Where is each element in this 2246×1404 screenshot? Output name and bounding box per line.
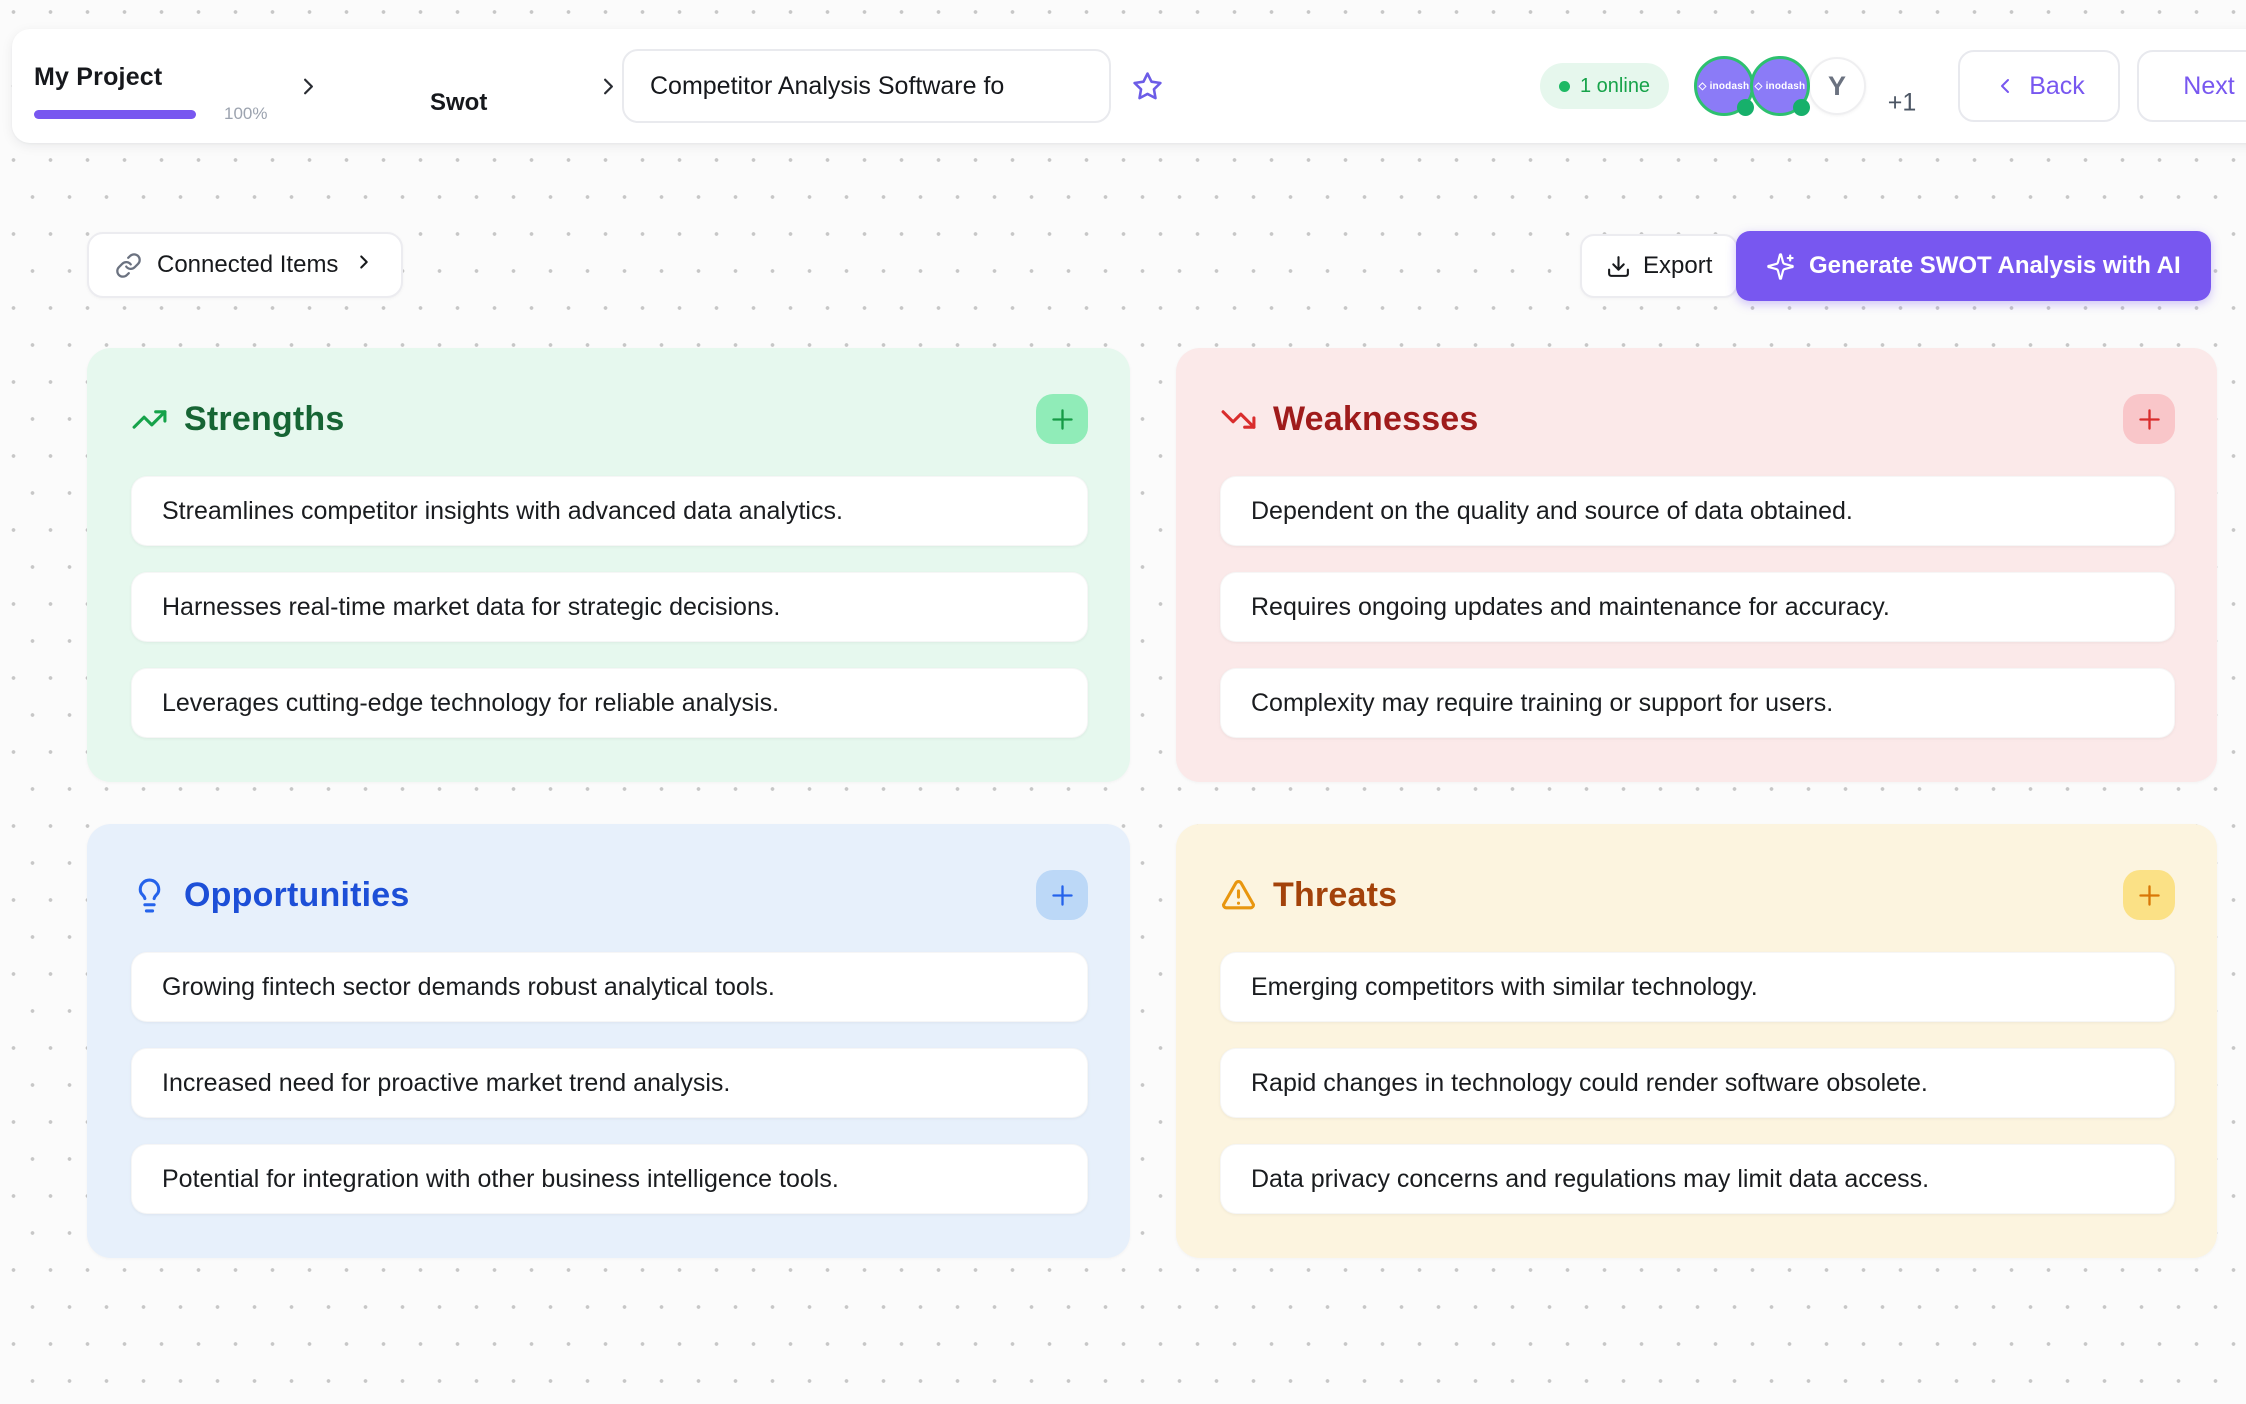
board-title-input[interactable]: Competitor Analysis Software fo bbox=[622, 49, 1111, 123]
add-threat-button[interactable] bbox=[2123, 870, 2175, 920]
lightbulb-icon bbox=[131, 877, 168, 914]
swot-item[interactable]: Complexity may require training or suppo… bbox=[1220, 668, 2175, 738]
generate-label: Generate SWOT Analysis with AI bbox=[1809, 252, 2181, 279]
chevron-right-icon bbox=[595, 73, 622, 105]
chevron-right-icon bbox=[353, 251, 375, 280]
connected-items-label: Connected Items bbox=[157, 251, 339, 278]
plus-icon bbox=[1051, 884, 1073, 906]
alert-triangle-icon bbox=[1220, 877, 1257, 914]
online-dot-icon bbox=[1559, 80, 1570, 92]
quadrant-title-weaknesses: Weaknesses bbox=[1273, 399, 1479, 438]
avatar-user-1[interactable]: ◇ inodash bbox=[1694, 56, 1754, 116]
project-breadcrumb[interactable]: My Project 100% bbox=[34, 63, 267, 124]
sparkles-icon bbox=[1767, 252, 1794, 280]
quadrant-title-strengths: Strengths bbox=[184, 399, 345, 438]
swot-item[interactable]: Harnesses real-time market data for stra… bbox=[131, 572, 1088, 642]
project-name: My Project bbox=[34, 63, 163, 91]
project-progress-bar bbox=[34, 109, 196, 119]
status-dot-icon bbox=[1793, 99, 1810, 116]
next-button[interactable]: Next bbox=[2137, 50, 2246, 122]
generate-swot-ai-button[interactable]: Generate SWOT Analysis with AI bbox=[1736, 231, 2211, 301]
overflow-count[interactable]: +1 bbox=[1887, 88, 1917, 117]
chevron-right-icon bbox=[295, 73, 322, 105]
export-label: Export bbox=[1643, 252, 1713, 279]
swot-item[interactable]: Increased need for proactive market tren… bbox=[131, 1048, 1088, 1118]
opportunities-quadrant: Opportunities Growing fintech sector dem… bbox=[87, 824, 1130, 1258]
swot-item[interactable]: Emerging competitors with similar techno… bbox=[1220, 952, 2175, 1022]
connected-items-button[interactable]: Connected Items bbox=[87, 232, 404, 298]
swot-item[interactable]: Leverages cutting-edge technology for re… bbox=[131, 668, 1088, 738]
link-icon bbox=[115, 252, 142, 279]
online-label: 1 online bbox=[1580, 74, 1651, 97]
swot-item[interactable]: Requires ongoing updates and maintenance… bbox=[1220, 572, 2175, 642]
header-bar: My Project 100% Swot Competitor Analysis… bbox=[12, 29, 2246, 143]
download-icon bbox=[1608, 255, 1629, 277]
star-favorite-icon[interactable] bbox=[1132, 71, 1163, 107]
trending-up-icon bbox=[131, 401, 168, 438]
avatar-logo-label: inodash bbox=[1765, 80, 1806, 92]
plus-icon bbox=[2138, 408, 2160, 430]
diamond-icon: ◇ bbox=[1698, 80, 1707, 92]
avatar-user-2[interactable]: ◇ inodash bbox=[1750, 56, 1810, 116]
back-label: Back bbox=[2029, 71, 2085, 100]
threats-quadrant: Threats Emerging competitors with simila… bbox=[1176, 824, 2217, 1258]
next-label: Next bbox=[2183, 71, 2235, 100]
export-button[interactable]: Export bbox=[1580, 234, 1739, 298]
breadcrumb-section-swot[interactable]: Swot bbox=[430, 89, 488, 116]
chevron-left-icon bbox=[2001, 79, 2010, 93]
strengths-quadrant: Strengths Streamlines competitor insight… bbox=[87, 348, 1130, 782]
add-weakness-button[interactable] bbox=[2123, 394, 2175, 444]
back-button[interactable]: Back bbox=[1958, 50, 2120, 122]
plus-icon bbox=[2138, 884, 2160, 906]
avatar-logo-label: inodash bbox=[1709, 80, 1750, 92]
avatar-user-y[interactable]: Y bbox=[1808, 57, 1866, 115]
plus-icon bbox=[1051, 408, 1073, 430]
online-badge: 1 online bbox=[1540, 63, 1670, 109]
weaknesses-quadrant: Weaknesses Dependent on the quality and … bbox=[1176, 348, 2217, 782]
swot-item[interactable]: Data privacy concerns and regulations ma… bbox=[1220, 1144, 2175, 1214]
quadrant-title-opportunities: Opportunities bbox=[184, 875, 410, 914]
project-progress-label: 100% bbox=[224, 104, 268, 123]
swot-item[interactable]: Growing fintech sector demands robust an… bbox=[131, 952, 1088, 1022]
diamond-icon: ◇ bbox=[1754, 80, 1763, 92]
add-strength-button[interactable] bbox=[1036, 394, 1088, 444]
quadrant-title-threats: Threats bbox=[1273, 875, 1398, 914]
swot-item[interactable]: Dependent on the quality and source of d… bbox=[1220, 476, 2175, 546]
swot-item[interactable]: Streamlines competitor insights with adv… bbox=[131, 476, 1088, 546]
swot-item[interactable]: Potential for integration with other bus… bbox=[131, 1144, 1088, 1214]
trending-down-icon bbox=[1220, 401, 1257, 438]
add-opportunity-button[interactable] bbox=[1036, 870, 1088, 920]
status-dot-icon bbox=[1737, 99, 1754, 116]
swot-item[interactable]: Rapid changes in technology could render… bbox=[1220, 1048, 2175, 1118]
